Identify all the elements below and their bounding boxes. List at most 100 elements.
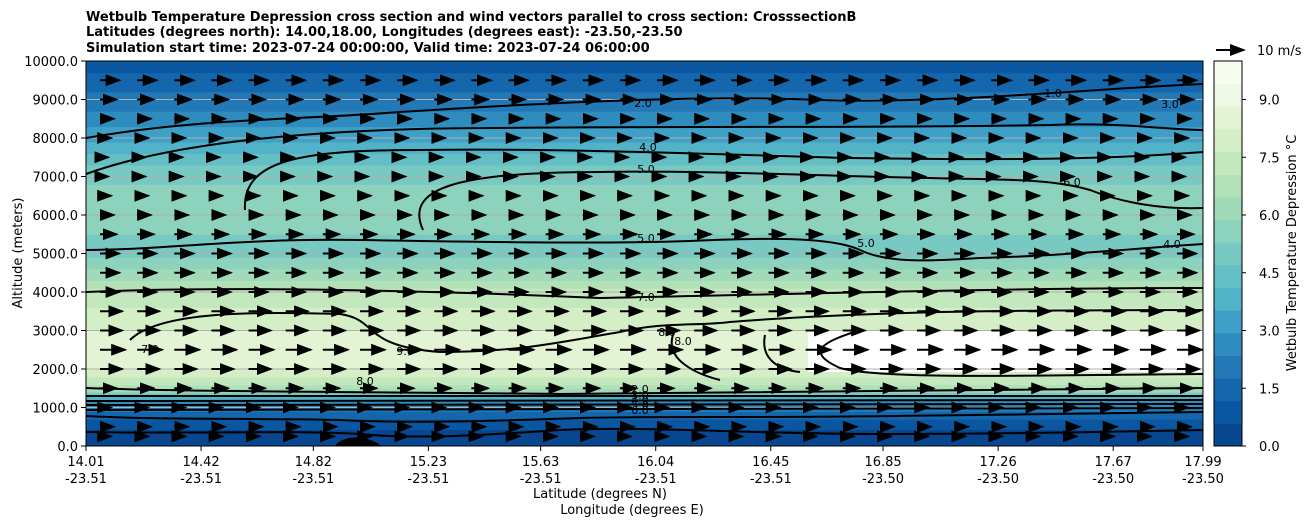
field-band (86, 253, 1203, 258)
field-band (86, 114, 1203, 120)
y-tick-label: 5000.0 (33, 248, 79, 263)
field-band (86, 191, 1203, 197)
colorbar-tick-label: 4.5 (1259, 267, 1280, 282)
colorbar-frame (1213, 60, 1243, 447)
colorbar-swatch (1214, 174, 1242, 198)
contour-line (86, 411, 1203, 423)
field-band (86, 84, 1203, 89)
contour-label: 6.0 (1063, 176, 1081, 189)
field-band (86, 422, 1203, 428)
field-band (86, 118, 1203, 124)
field-band (86, 226, 1203, 231)
colorbar-tick-label: 3.0 (1259, 325, 1280, 340)
field-band (86, 141, 1203, 147)
field-band (86, 395, 1203, 401)
field-band (86, 234, 1203, 239)
field-band (86, 303, 1203, 308)
colorbar-tick-label: 1.5 (1259, 382, 1280, 397)
colorbar-tick-label: 9.0 (1259, 94, 1280, 109)
field-band (86, 134, 1203, 139)
wind-vectors (94, 74, 1203, 443)
x-tick-label-lat: 16.04 (637, 455, 674, 470)
field-band (86, 276, 1203, 282)
field-band (86, 330, 1203, 335)
field-band (86, 145, 1203, 151)
field-band (86, 95, 1203, 101)
contour-line (86, 399, 1203, 403)
field-band (86, 376, 1203, 382)
field-band (86, 172, 1203, 178)
field-band (86, 311, 1203, 316)
contour-label: 2.0 (634, 97, 652, 110)
colorbar-tick-label: 7.5 (1259, 151, 1280, 166)
x-tick-label-lon: -23.50 (977, 472, 1019, 487)
field-band (86, 218, 1203, 224)
field-band (86, 211, 1203, 216)
x-axis: 14.01 -23.51 14.42 -23.51 14.82 -23.51 15.23 -2… (65, 446, 1224, 487)
contour-label: 5.0 (637, 232, 655, 245)
quiver-key-label: 10 m/s (1257, 44, 1302, 59)
field-band (86, 76, 1203, 81)
y-tick-label: 0.0 (57, 440, 78, 455)
x-tick-label-lat: 17.67 (1095, 455, 1132, 470)
x-tick-label-lon: -23.51 (180, 472, 222, 487)
x-tick-label-lat: 15.63 (522, 455, 559, 470)
field-band (86, 195, 1203, 201)
field-band (86, 380, 1203, 385)
field-band (86, 80, 1203, 85)
colorbar-tick-label: 6.0 (1259, 209, 1280, 224)
x-tick-label-lat: 16.45 (752, 455, 789, 470)
contour-label: 5.0 (857, 237, 875, 250)
field-band (86, 107, 1203, 112)
y-tick-label: 8000.0 (33, 132, 79, 147)
y-tick-label: 6000.0 (33, 209, 79, 224)
colorbar-swatch (1214, 106, 1242, 130)
field-band (86, 261, 1203, 266)
field-band (86, 103, 1203, 108)
contour-label: 8.0 (674, 335, 692, 348)
field-band (86, 161, 1203, 166)
field-band (86, 61, 1203, 66)
title-line-3: Simulation start time: 2023-07-24 00:00:… (86, 41, 650, 56)
field-band (86, 238, 1203, 243)
field-maximum-region (808, 330, 1203, 372)
contour-label: 8.0 (356, 375, 374, 388)
y-axis-label: Altitude (meters) (11, 198, 26, 309)
colorbar-swatch (1214, 83, 1242, 107)
field-band (86, 388, 1203, 393)
contour-label: 7.0 (637, 291, 655, 304)
contour-label: 4.0 (631, 394, 649, 407)
field-band (86, 322, 1203, 328)
field-band (86, 369, 1203, 374)
field-band (86, 130, 1203, 135)
field-band (86, 164, 1203, 170)
contour-label: 6.0 (631, 404, 649, 417)
x-tick-label-lat: 14.01 (67, 455, 104, 470)
field-band (86, 399, 1203, 405)
x-tick-label-lon: -23.50 (1182, 472, 1224, 487)
colorbar: 0.0 1.5 3.0 4.5 6.0 7.5 9.0 (1213, 60, 1280, 455)
x-tick-label-lon: -23.51 (292, 472, 334, 487)
colorbar-swatch (1214, 196, 1242, 221)
x-tick-label-lat: 14.82 (295, 455, 332, 470)
colorbar-swatch (1214, 242, 1242, 266)
colorbar-swatch (1214, 61, 1242, 85)
colorbar-swatch (1214, 128, 1242, 153)
field-band (86, 157, 1203, 162)
colorbar-swatch (1214, 151, 1242, 175)
colorbar-tick-label: 0.0 (1259, 440, 1280, 455)
field-band (86, 292, 1203, 297)
colorbar-swatch (1214, 332, 1242, 356)
field-band (86, 284, 1203, 289)
field-band (86, 64, 1203, 70)
field-band (86, 241, 1203, 247)
field-band (86, 153, 1203, 158)
colorbar-swatch (1214, 355, 1242, 379)
contour-label: 4.0 (639, 141, 657, 154)
field-band (86, 230, 1203, 235)
title-line-1: Wetbulb Temperature Depression cross sec… (86, 10, 856, 25)
field-band (86, 122, 1203, 128)
field-band (86, 315, 1203, 320)
y-tick-label: 1000.0 (33, 402, 79, 417)
